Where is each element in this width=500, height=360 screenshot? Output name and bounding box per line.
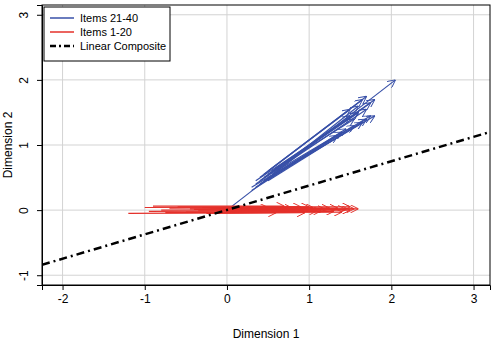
grid-line bbox=[42, 275, 490, 276]
legend-label: Items 21-40 bbox=[80, 12, 138, 24]
plot: -2 -1 0 1 2 3 -1 0 1 2 3 Items 21-40 Items 1-20 Linea… bbox=[17, 5, 491, 306]
item-vector bbox=[165, 211, 342, 213]
arrow-series bbox=[227, 80, 396, 210]
y-tick: 0 bbox=[17, 207, 42, 214]
item-vector bbox=[272, 106, 358, 174]
y-tick-mark bbox=[37, 210, 42, 211]
x-tick: 2 bbox=[389, 285, 396, 306]
item-vector bbox=[235, 208, 354, 210]
grid-line bbox=[42, 210, 490, 211]
y-tick-label: 2 bbox=[17, 77, 31, 84]
legend-swatch bbox=[50, 17, 74, 19]
x-tick-mark bbox=[391, 285, 392, 290]
y-axis-title: Dimension 2 bbox=[1, 111, 15, 178]
x-tick-label: 0 bbox=[224, 292, 231, 306]
item-vector bbox=[194, 208, 358, 210]
x-tick-mark bbox=[309, 285, 310, 290]
item-vector bbox=[243, 206, 350, 207]
legend: Items 21-40 Items 1-20 Linear Composite bbox=[44, 7, 170, 61]
legend-label: Items 1-20 bbox=[80, 26, 132, 38]
x-tick: 1 bbox=[306, 285, 313, 306]
x-axis-line bbox=[43, 286, 491, 291]
x-tick: -1 bbox=[140, 285, 151, 306]
x-tick-label: -1 bbox=[140, 292, 151, 306]
item-vector bbox=[252, 135, 338, 190]
y-axis-line bbox=[37, 6, 43, 286]
grid bbox=[42, 5, 490, 285]
y-tick-mark bbox=[37, 145, 42, 146]
y-tick-label: 0 bbox=[17, 207, 31, 214]
y-tick-mark bbox=[37, 80, 42, 81]
x-axis: -2 -1 0 1 2 3 bbox=[43, 285, 491, 306]
plot-frame bbox=[42, 5, 490, 285]
x-tick-mark bbox=[63, 285, 64, 290]
x-tick-mark bbox=[145, 285, 146, 290]
data bbox=[42, 80, 490, 265]
x-tick: 0 bbox=[224, 285, 231, 306]
x-tick: -2 bbox=[58, 285, 69, 306]
y-tick-label: 1 bbox=[17, 142, 31, 149]
item-vector bbox=[256, 109, 367, 184]
y-tick-label: -1 bbox=[17, 270, 31, 281]
y-tick-mark bbox=[37, 275, 42, 276]
x-tick-mark bbox=[227, 285, 228, 290]
arrow-series bbox=[128, 206, 358, 213]
item-vector bbox=[276, 119, 354, 168]
chart: -2 -1 0 1 2 3 -1 0 1 2 3 Items 21-40 Items 1-20 Linea… bbox=[0, 0, 500, 360]
legend-box bbox=[44, 7, 170, 61]
x-axis-title: Dimension 1 bbox=[233, 327, 300, 341]
y-tick: 3 bbox=[17, 12, 42, 19]
legend-swatch bbox=[50, 31, 74, 33]
item-vector bbox=[252, 116, 371, 188]
y-axis: -1 0 1 2 3 bbox=[17, 6, 43, 286]
y-tick: 2 bbox=[17, 77, 42, 84]
legend-swatch bbox=[50, 45, 74, 48]
x-tick-label: 3 bbox=[471, 292, 478, 306]
legend-label: Linear Composite bbox=[80, 40, 166, 52]
x-tick-mark bbox=[474, 285, 475, 290]
x-tick-label: -2 bbox=[58, 292, 69, 306]
item-vector bbox=[268, 96, 367, 171]
grid-line bbox=[42, 79, 490, 80]
y-tick: -1 bbox=[17, 270, 42, 281]
x-tick-label: 1 bbox=[306, 292, 313, 306]
y-tick: 1 bbox=[17, 142, 42, 149]
composite-line bbox=[42, 132, 490, 265]
item-vector bbox=[256, 112, 359, 180]
item-vector bbox=[276, 132, 342, 171]
x-tick: 3 bbox=[471, 285, 478, 306]
item-vector bbox=[256, 129, 346, 188]
item-vector bbox=[268, 119, 367, 181]
item-vector bbox=[227, 80, 396, 210]
item-vector bbox=[227, 210, 322, 212]
x-tick-label: 2 bbox=[389, 292, 396, 306]
y-tick-mark bbox=[37, 15, 42, 16]
y-tick-label: 3 bbox=[17, 12, 31, 19]
grid-line bbox=[42, 145, 490, 146]
